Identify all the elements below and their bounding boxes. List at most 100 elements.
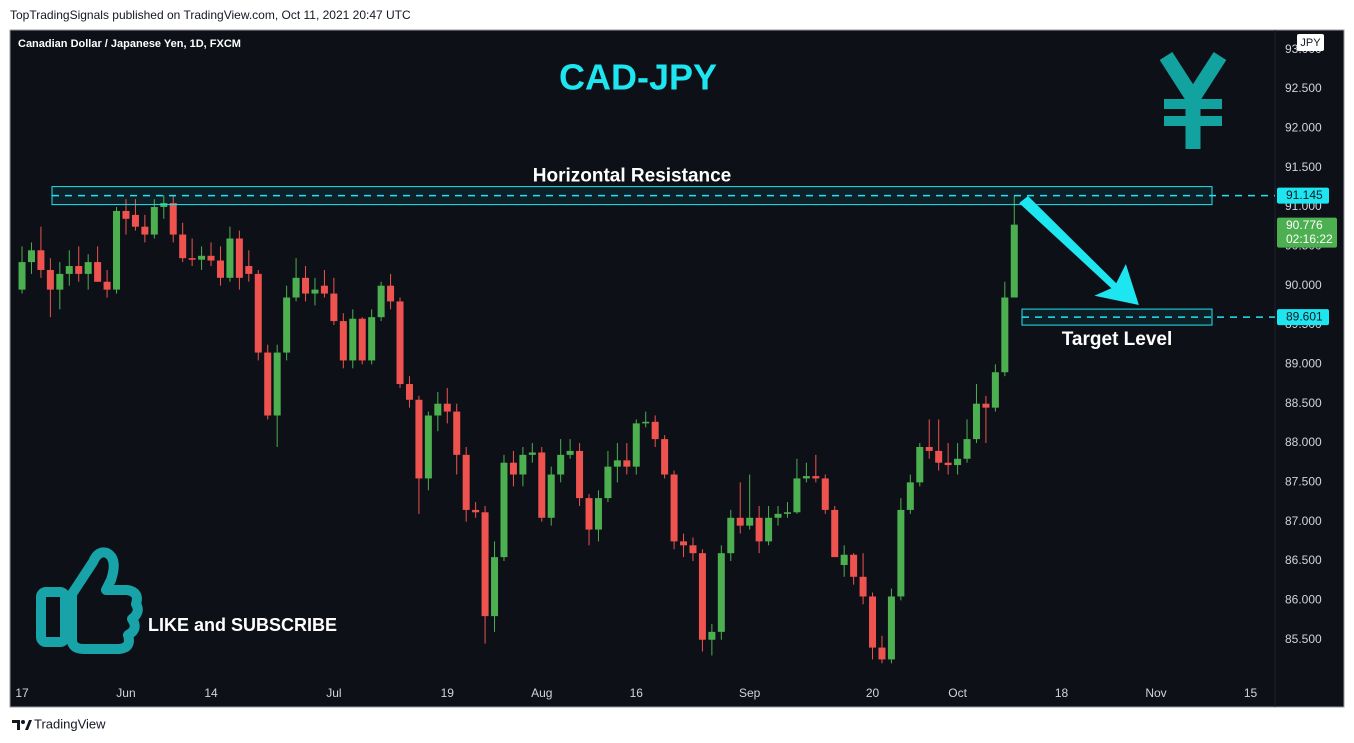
candle-body bbox=[831, 509, 839, 558]
candle-body bbox=[557, 454, 565, 475]
y-tick-label: 90.000 bbox=[1285, 278, 1322, 292]
y-tick-label: 85.500 bbox=[1285, 632, 1322, 646]
candle-body bbox=[198, 255, 206, 260]
candle-body bbox=[349, 318, 357, 361]
candle-body bbox=[472, 509, 480, 513]
candle-body bbox=[642, 421, 650, 424]
candle-body bbox=[311, 289, 319, 294]
level-price: 91.145 bbox=[1286, 188, 1323, 202]
x-tick-label: Oct bbox=[948, 686, 967, 700]
level-name: Target Level bbox=[1062, 329, 1173, 350]
candle-body bbox=[330, 293, 338, 322]
candle-body bbox=[1010, 224, 1018, 298]
candle-body bbox=[320, 285, 328, 294]
candle-body bbox=[387, 285, 395, 302]
candle-body bbox=[443, 403, 451, 412]
candle-body bbox=[717, 553, 725, 632]
candle-body bbox=[916, 446, 924, 483]
last-price-badge bbox=[1277, 217, 1337, 248]
tradingview-logo bbox=[12, 720, 32, 730]
candle-body bbox=[292, 277, 300, 298]
candle-body bbox=[954, 458, 962, 466]
candle-body bbox=[897, 509, 905, 597]
candle-body bbox=[216, 260, 224, 278]
target-arrow bbox=[1016, 193, 1142, 307]
candle-body bbox=[774, 513, 782, 518]
candle-body bbox=[113, 210, 121, 290]
candle-body bbox=[746, 517, 754, 526]
last-price: 90.776 bbox=[1286, 218, 1323, 232]
candle-body bbox=[651, 421, 659, 440]
candle-body bbox=[623, 460, 631, 467]
candle-body bbox=[377, 285, 385, 318]
candle-body bbox=[188, 258, 196, 260]
candle-body bbox=[547, 474, 555, 518]
y-tick-label: 89.000 bbox=[1285, 357, 1322, 371]
level-name: Horizontal Resistance bbox=[533, 166, 732, 187]
candle-body bbox=[94, 262, 102, 282]
candle-body bbox=[783, 512, 791, 514]
level-badge bbox=[1277, 309, 1329, 326]
candle-body bbox=[46, 269, 54, 290]
candle-body bbox=[424, 415, 432, 479]
y-tick-label: 91.500 bbox=[1285, 160, 1322, 174]
candle-body bbox=[708, 631, 716, 640]
candle-body bbox=[37, 250, 45, 270]
plot: 85.500 86.000 86.500 87.000 87.500 88.000 88.5… bbox=[15, 42, 1337, 700]
candle-body bbox=[859, 576, 867, 597]
y-tick-label: 87.500 bbox=[1285, 475, 1322, 489]
candle-body bbox=[65, 266, 73, 274]
candle-body bbox=[491, 557, 499, 617]
y-tick-label: 86.500 bbox=[1285, 553, 1322, 567]
candle-body bbox=[680, 541, 688, 546]
candle-body bbox=[661, 439, 669, 475]
y-tick-label: 92.500 bbox=[1285, 81, 1322, 95]
x-tick-label: 16 bbox=[630, 686, 644, 700]
candle-body bbox=[207, 255, 215, 261]
candle-body bbox=[235, 238, 243, 278]
candle-body bbox=[302, 277, 310, 294]
candle-body bbox=[604, 466, 612, 499]
candle-body bbox=[27, 250, 35, 263]
x-tick-label: Jul bbox=[326, 686, 341, 700]
candle-body bbox=[869, 596, 877, 648]
candle-body bbox=[755, 517, 763, 542]
candle-body bbox=[481, 512, 489, 617]
candle-body bbox=[727, 517, 735, 554]
candle-body bbox=[840, 554, 848, 565]
y-tick-label: 87.000 bbox=[1285, 514, 1322, 528]
candle-body bbox=[528, 452, 536, 455]
candle-body bbox=[169, 203, 177, 235]
x-tick-label: 17 bbox=[15, 686, 29, 700]
candle-body bbox=[264, 352, 272, 416]
candle-body bbox=[75, 266, 83, 274]
candle-body bbox=[396, 301, 404, 385]
candle-body bbox=[18, 262, 26, 290]
candle-body bbox=[576, 450, 584, 499]
promo-text: LIKE and SUBSCRIBE bbox=[148, 615, 337, 635]
candle-body bbox=[245, 266, 253, 274]
symbol-label: Canadian Dollar / Japanese Yen, 1D, FXCM bbox=[18, 38, 241, 50]
candle-body bbox=[538, 452, 546, 518]
candle-body bbox=[103, 281, 111, 290]
candle-body bbox=[850, 554, 858, 577]
candle-body bbox=[1001, 297, 1009, 373]
candle-body bbox=[122, 210, 130, 219]
x-tick-label: Sep bbox=[739, 686, 761, 700]
candle-body bbox=[878, 647, 886, 660]
candle-body bbox=[944, 462, 952, 466]
thumbs-up-icon bbox=[36, 547, 143, 654]
x-tick-label: 14 bbox=[204, 686, 218, 700]
candle-body bbox=[368, 317, 376, 361]
candle-body bbox=[84, 262, 92, 274]
candle-body bbox=[793, 478, 801, 513]
candle-body bbox=[405, 384, 413, 400]
candle-body bbox=[765, 517, 773, 542]
chart-title: CAD-JPY bbox=[559, 57, 717, 98]
candle-body bbox=[585, 498, 593, 530]
candle-body bbox=[991, 372, 999, 408]
yen-icon bbox=[1159, 51, 1227, 149]
candle-body bbox=[453, 411, 461, 455]
candle-body bbox=[670, 474, 678, 542]
